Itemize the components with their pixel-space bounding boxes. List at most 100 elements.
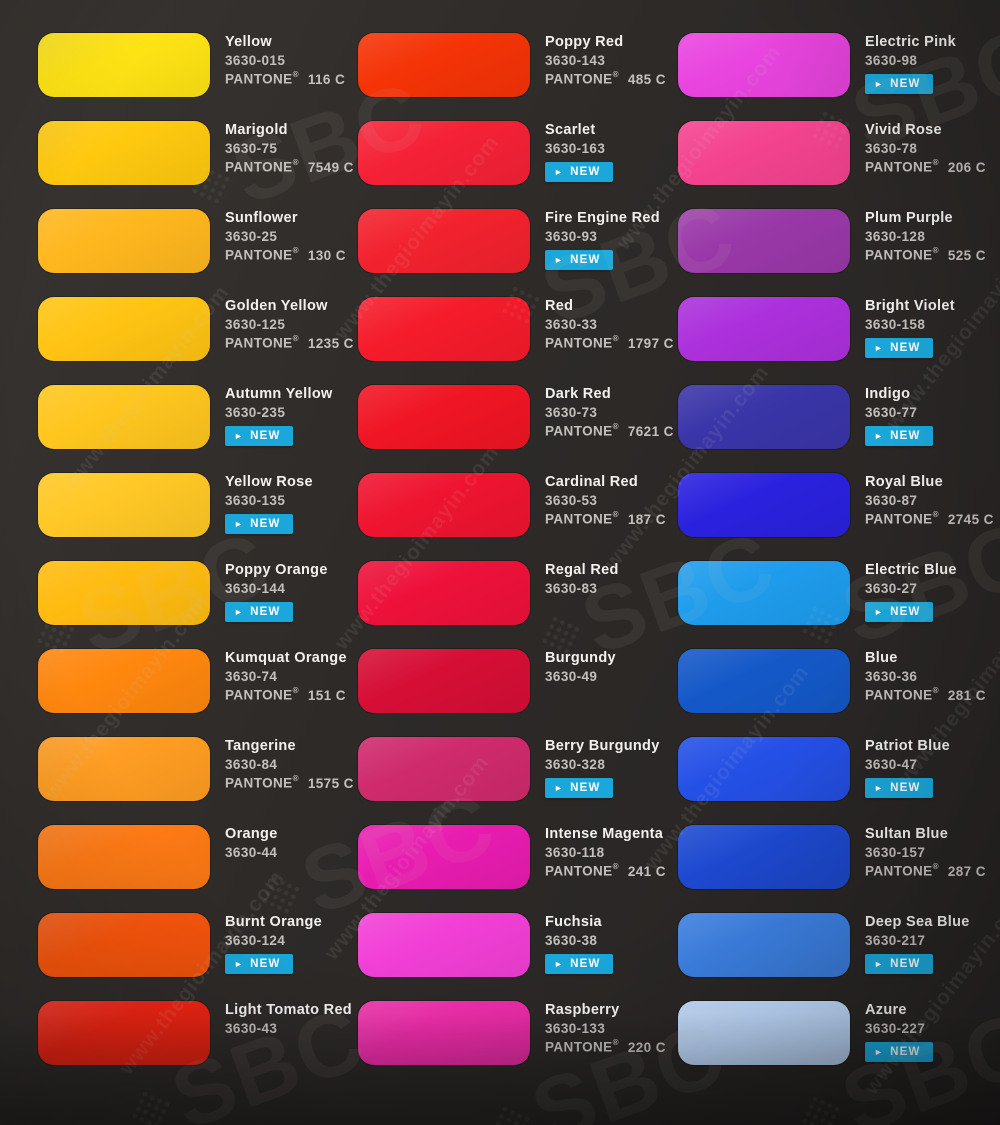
swatch-name: Fire Engine Red xyxy=(545,210,660,226)
swatch-code: 3630-144 xyxy=(225,581,286,596)
play-icon: ► xyxy=(554,254,565,265)
swatch-row: Electric Pink 3630-98 ► NEW xyxy=(678,33,998,97)
swatch-row: Autumn Yellow 3630-235 ► NEW xyxy=(38,385,358,449)
swatch-column-reds-magentas: Poppy Red 3630-143 PANTONE® 485 C Scarlet 363… xyxy=(358,33,678,1089)
color-swatch xyxy=(38,297,210,361)
swatch-name: Tangerine xyxy=(225,738,296,754)
swatch-info: Deep Sea Blue 3630-217 ► NEW xyxy=(865,913,970,977)
swatch-info: Light Tomato Red 3630-43 xyxy=(225,1001,352,1065)
new-badge: ► NEW xyxy=(865,602,933,622)
registered-mark: ® xyxy=(292,158,299,167)
swatch-info: Intense Magenta 3630-118 PANTONE® 241 C xyxy=(545,825,666,889)
new-badge: ► NEW xyxy=(545,954,613,974)
new-badge: ► NEW xyxy=(545,162,613,182)
pantone-brand: PANTONE xyxy=(865,863,933,879)
registered-mark: ® xyxy=(932,246,939,255)
new-badge-label: NEW xyxy=(570,254,601,266)
pantone-code: 525 C xyxy=(947,247,986,263)
swatch-row: Electric Blue 3630-27 ► NEW xyxy=(678,561,998,625)
swatch-row: Deep Sea Blue 3630-217 ► NEW xyxy=(678,913,998,977)
swatch-row: Sultan Blue 3630-157 PANTONE® 287 C xyxy=(678,825,998,889)
pantone-code: 1575 C xyxy=(307,775,354,791)
swatch-code: 3630-227 xyxy=(865,1021,926,1036)
swatch-code: 3630-118 xyxy=(545,845,605,860)
pantone-reference: PANTONE® 116 C xyxy=(225,70,345,87)
swatch-column-pinks-purples-blues: Electric Pink 3630-98 ► NEW Vivid Rose 3630-7… xyxy=(678,33,998,1089)
swatch-code: 3630-83 xyxy=(545,581,598,596)
swatch-name: Sultan Blue xyxy=(865,826,949,842)
swatch-info: Plum Purple 3630-128 PANTONE® 525 C xyxy=(865,209,986,273)
new-badge-label: NEW xyxy=(570,958,601,970)
play-icon: ► xyxy=(874,342,885,353)
pantone-brand: PANTONE xyxy=(865,247,933,263)
play-icon: ► xyxy=(234,518,245,529)
sbc-dots-icon xyxy=(798,1093,844,1125)
swatch-row: Orange 3630-44 xyxy=(38,825,358,889)
play-icon: ► xyxy=(874,782,885,793)
pantone-code: 206 C xyxy=(947,159,986,175)
swatch-row: Azure 3630-227 ► NEW xyxy=(678,1001,998,1065)
color-swatch xyxy=(358,825,530,889)
swatch-code: 3630-143 xyxy=(545,53,606,68)
swatch-code: 3630-125 xyxy=(225,317,286,332)
pantone-code: 151 C xyxy=(307,687,346,703)
swatch-row: Scarlet 3630-163 ► NEW xyxy=(358,121,678,185)
swatch-code: 3630-77 xyxy=(865,405,918,420)
play-icon: ► xyxy=(234,606,245,617)
swatch-row: Sunflower 3630-25 PANTONE® 130 C xyxy=(38,209,358,273)
color-swatch xyxy=(358,649,530,713)
swatch-row: Fire Engine Red 3630-93 ► NEW xyxy=(358,209,678,273)
swatch-row: Poppy Red 3630-143 PANTONE® 485 C xyxy=(358,33,678,97)
pantone-reference: PANTONE® 241 C xyxy=(545,862,666,879)
play-icon: ► xyxy=(874,958,885,969)
new-badge: ► NEW xyxy=(225,426,293,446)
swatch-name: Vivid Rose xyxy=(865,122,942,138)
swatch-info: Bright Violet 3630-158 ► NEW xyxy=(865,297,955,361)
new-badge: ► NEW xyxy=(865,778,933,798)
play-icon: ► xyxy=(554,166,565,177)
new-badge: ► NEW xyxy=(545,778,613,798)
swatch-row: Fuchsia 3630-38 ► NEW xyxy=(358,913,678,977)
color-swatch xyxy=(358,1001,530,1065)
play-icon: ► xyxy=(874,78,885,89)
swatch-row: Royal Blue 3630-87 PANTONE® 2745 C xyxy=(678,473,998,537)
pantone-brand: PANTONE xyxy=(545,423,613,439)
new-badge-label: NEW xyxy=(250,518,281,530)
pantone-brand: PANTONE xyxy=(545,863,613,879)
new-badge-label: NEW xyxy=(890,958,921,970)
registered-mark: ® xyxy=(612,334,619,343)
swatch-info: Poppy Orange 3630-144 ► NEW xyxy=(225,561,328,625)
swatch-info: Yellow 3630-015 PANTONE® 116 C xyxy=(225,33,345,97)
swatch-row: Tangerine 3630-84 PANTONE® 1575 C xyxy=(38,737,358,801)
new-badge-label: NEW xyxy=(890,1046,921,1058)
pantone-brand: PANTONE xyxy=(225,159,293,175)
swatch-info: Raspberry 3630-133 PANTONE® 220 C xyxy=(545,1001,666,1065)
swatch-code: 3630-38 xyxy=(545,933,598,948)
swatch-code: 3630-87 xyxy=(865,493,918,508)
swatch-name: Cardinal Red xyxy=(545,474,639,490)
color-swatch xyxy=(678,825,850,889)
swatch-code: 3630-27 xyxy=(865,581,918,596)
swatch-info: Sunflower 3630-25 PANTONE® 130 C xyxy=(225,209,346,273)
swatch-name: Indigo xyxy=(865,386,911,402)
swatch-row: Poppy Orange 3630-144 ► NEW xyxy=(38,561,358,625)
pantone-brand: PANTONE xyxy=(225,335,293,351)
swatch-code: 3630-158 xyxy=(865,317,926,332)
pantone-reference: PANTONE® 281 C xyxy=(865,686,986,703)
pantone-reference: PANTONE® 130 C xyxy=(225,246,346,263)
pantone-code: 485 C xyxy=(627,71,666,87)
swatch-row: Berry Burgundy 3630-328 ► NEW xyxy=(358,737,678,801)
swatch-info: Sultan Blue 3630-157 PANTONE® 287 C xyxy=(865,825,986,889)
swatch-info: Orange 3630-44 xyxy=(225,825,278,889)
new-badge: ► NEW xyxy=(225,954,293,974)
new-badge-label: NEW xyxy=(890,430,921,442)
swatch-row: Intense Magenta 3630-118 PANTONE® 241 C xyxy=(358,825,678,889)
new-badge-label: NEW xyxy=(570,166,601,178)
swatch-info: Marigold 3630-75 PANTONE® 7549 C xyxy=(225,121,354,185)
swatch-column-yellows-oranges: Yellow 3630-015 PANTONE® 116 C Marigold 3630-… xyxy=(38,33,358,1089)
swatch-name: Electric Blue xyxy=(865,562,957,578)
swatch-row: Regal Red 3630-83 xyxy=(358,561,678,625)
swatch-code: 3630-73 xyxy=(545,405,598,420)
new-badge: ► NEW xyxy=(225,514,293,534)
pantone-brand: PANTONE xyxy=(865,687,933,703)
